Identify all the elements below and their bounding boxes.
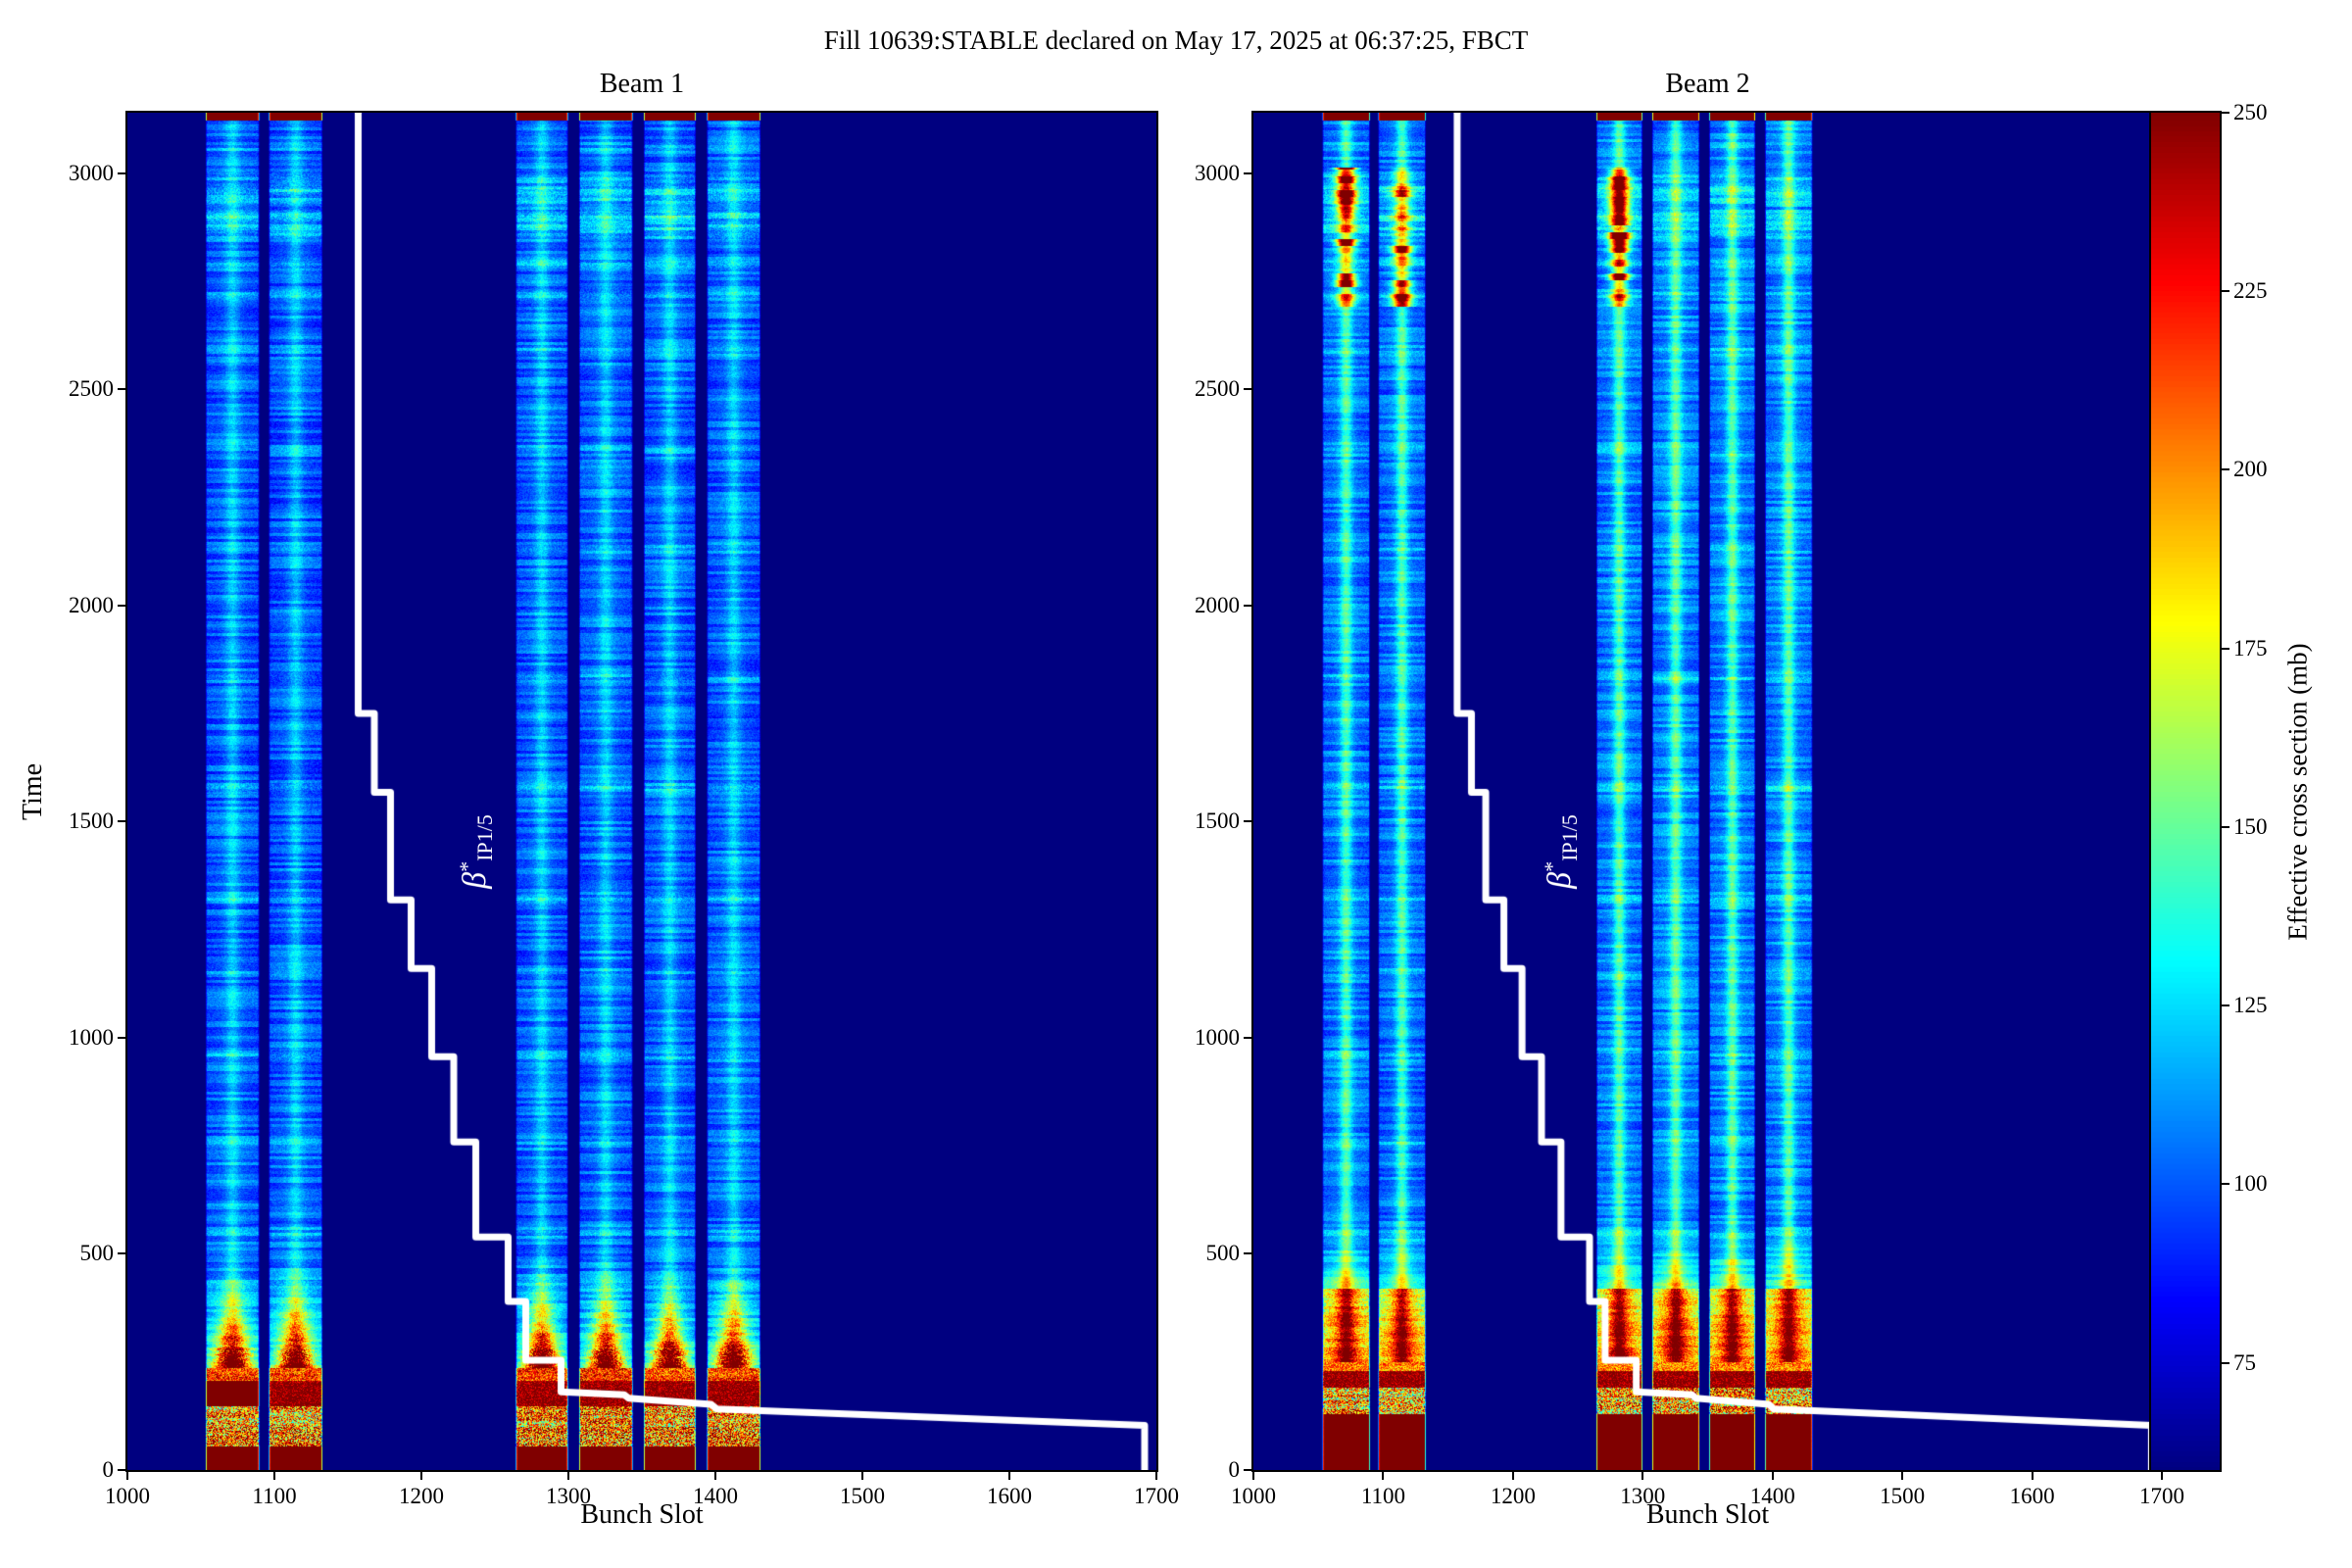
y-tick-mark bbox=[118, 388, 125, 391]
x-tick-mark bbox=[1382, 1472, 1385, 1480]
beta-superscript: * bbox=[1539, 861, 1564, 873]
x-tick-mark bbox=[126, 1472, 128, 1480]
y-tick-label: 2000 bbox=[69, 592, 114, 617]
y-tick-label: 3000 bbox=[1195, 160, 1240, 185]
panel-title-beam2: Beam 2 bbox=[1665, 69, 1750, 99]
x-tick-mark bbox=[273, 1472, 275, 1480]
colorbar-tick-mark bbox=[2222, 1183, 2230, 1186]
y-axis-label: Time bbox=[18, 762, 48, 820]
figure-title: Fill 10639:STABLE declared on May 17, 20… bbox=[823, 25, 1529, 55]
y-tick-label: 2500 bbox=[1195, 376, 1240, 402]
y-tick-label: 1500 bbox=[69, 808, 114, 834]
x-tick-label: 1300 bbox=[546, 1484, 591, 1508]
x-tick-mark bbox=[420, 1472, 422, 1480]
heatmap-canvas-beam1 bbox=[127, 113, 1156, 1470]
x-tick-label: 1600 bbox=[2009, 1484, 2055, 1508]
x-tick-label: 1300 bbox=[1620, 1484, 1666, 1508]
colorbar-tick-mark bbox=[2222, 290, 2230, 293]
colorbar-tick-label: 100 bbox=[2233, 1171, 2268, 1197]
y-tick-label: 0 bbox=[1228, 1457, 1241, 1482]
y-tick-label: 1500 bbox=[1195, 808, 1240, 834]
x-tick-label: 1200 bbox=[1490, 1484, 1536, 1508]
y-tick-mark bbox=[118, 820, 125, 823]
y-tick-mark bbox=[1244, 172, 1251, 174]
colorbar-tick-label: 200 bbox=[2233, 457, 2268, 482]
x-tick-mark bbox=[2031, 1472, 2034, 1480]
colorbar-tick-label: 175 bbox=[2233, 635, 2268, 661]
x-tick-label: 1100 bbox=[252, 1484, 297, 1508]
x-tick-label: 1200 bbox=[399, 1484, 444, 1508]
panel-title-beam1: Beam 1 bbox=[599, 69, 685, 99]
colorbar bbox=[2149, 111, 2222, 1472]
colorbar-tick-label: 125 bbox=[2233, 993, 2268, 1018]
y-tick-label: 0 bbox=[102, 1457, 115, 1482]
x-tick-label: 1700 bbox=[1134, 1484, 1179, 1508]
y-tick-mark bbox=[1244, 1252, 1251, 1255]
beta-symbol: β bbox=[1541, 872, 1578, 890]
x-tick-label: 1000 bbox=[1231, 1484, 1276, 1508]
y-tick-mark bbox=[118, 172, 125, 174]
x-tick-label: 1600 bbox=[987, 1484, 1032, 1508]
y-tick-mark bbox=[1244, 388, 1251, 391]
colorbar-tick-mark bbox=[2222, 647, 2230, 650]
y-tick-label: 1000 bbox=[69, 1024, 114, 1050]
beta-superscript: * bbox=[454, 861, 479, 873]
x-tick-label: 1500 bbox=[1880, 1484, 1926, 1508]
colorbar-tick-mark bbox=[2222, 112, 2230, 114]
y-tick-label: 2000 bbox=[1195, 592, 1240, 617]
beta-subscript: IP1/5 bbox=[1556, 814, 1582, 862]
colorbar-canvas bbox=[2151, 113, 2220, 1470]
x-tick-label: 1400 bbox=[1749, 1484, 1795, 1508]
x-tick-mark bbox=[1771, 1472, 1774, 1480]
heatmap-panel-beam2: β*IP1/5 bbox=[1251, 111, 2164, 1472]
y-tick-mark bbox=[1244, 820, 1251, 823]
x-tick-mark bbox=[1008, 1472, 1010, 1480]
x-tick-mark bbox=[1252, 1472, 1254, 1480]
x-axis-label-beam2: Bunch Slot bbox=[1645, 1499, 1770, 1530]
x-tick-mark bbox=[861, 1472, 863, 1480]
beta-symbol: β bbox=[456, 872, 493, 890]
y-tick-mark bbox=[118, 1252, 125, 1255]
colorbar-tick-mark bbox=[2222, 825, 2230, 828]
y-tick-mark bbox=[118, 604, 125, 607]
heatmap-panel-beam1: β*IP1/5 bbox=[125, 111, 1158, 1472]
colorbar-tick-label: 250 bbox=[2233, 100, 2268, 124]
heatmap-canvas-beam2 bbox=[1253, 113, 2162, 1470]
colorbar-tick-label: 150 bbox=[2233, 813, 2268, 839]
colorbar-tick-mark bbox=[2222, 468, 2230, 471]
y-tick-mark bbox=[118, 1036, 125, 1039]
x-tick-mark bbox=[1901, 1472, 1904, 1480]
y-tick-label: 2500 bbox=[69, 376, 114, 402]
x-tick-mark bbox=[1642, 1472, 1644, 1480]
beta-star-label-beam2: β*IP1/5 bbox=[1540, 814, 1583, 889]
y-tick-label: 500 bbox=[79, 1241, 115, 1266]
x-tick-mark bbox=[567, 1472, 569, 1480]
x-tick-mark bbox=[1155, 1472, 1157, 1480]
y-tick-mark bbox=[1244, 1469, 1251, 1471]
beta-subscript: IP1/5 bbox=[471, 814, 497, 862]
y-tick-mark bbox=[1244, 1036, 1251, 1039]
y-tick-label: 3000 bbox=[69, 160, 114, 185]
x-axis-label-beam1: Bunch Slot bbox=[580, 1499, 704, 1530]
x-tick-mark bbox=[714, 1472, 716, 1480]
beta-star-label-beam1: β*IP1/5 bbox=[455, 814, 498, 889]
x-tick-label: 1100 bbox=[1360, 1484, 1405, 1508]
colorbar-tick-label: 75 bbox=[2233, 1349, 2256, 1375]
x-tick-label: 1700 bbox=[2139, 1484, 2184, 1508]
y-tick-mark bbox=[1244, 604, 1251, 607]
x-tick-label: 1400 bbox=[693, 1484, 738, 1508]
y-tick-label: 1000 bbox=[1195, 1024, 1240, 1050]
x-tick-mark bbox=[1511, 1472, 1514, 1480]
x-tick-mark bbox=[2161, 1472, 2163, 1480]
colorbar-label: Effective cross section (mb) bbox=[2282, 642, 2313, 941]
x-tick-label: 1500 bbox=[840, 1484, 885, 1508]
y-tick-mark bbox=[118, 1469, 125, 1471]
colorbar-tick-mark bbox=[2222, 1361, 2230, 1364]
y-tick-label: 500 bbox=[1205, 1241, 1241, 1266]
x-tick-label: 1000 bbox=[105, 1484, 150, 1508]
colorbar-tick-mark bbox=[2222, 1004, 2230, 1007]
colorbar-tick-label: 225 bbox=[2233, 278, 2268, 304]
